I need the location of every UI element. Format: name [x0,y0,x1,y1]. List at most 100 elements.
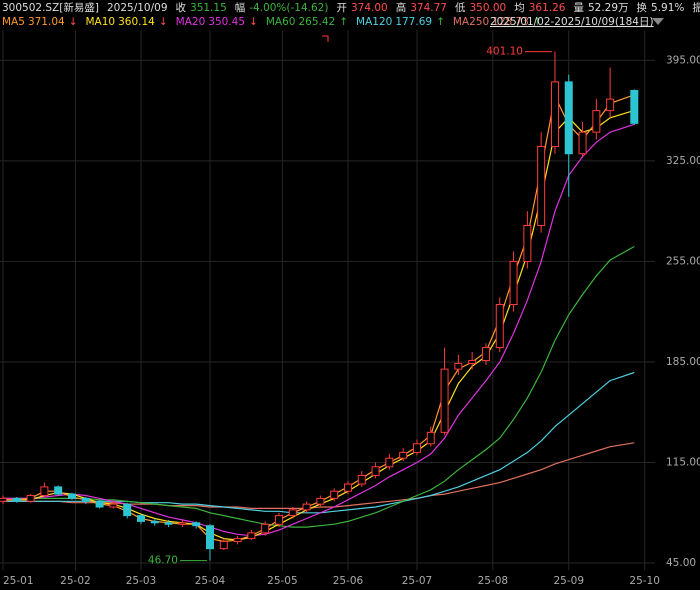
field-label: 量 [573,2,584,14]
candle-body [205,525,214,550]
legend-name: MA60 [266,16,296,28]
legend-value: 360.14 [118,16,155,28]
y-tick-label: 255.00 [666,255,700,267]
field-value: 351.15 [190,2,227,14]
x-tick-label: 25-07 [402,575,433,587]
field-label: 高 [396,1,407,14]
date: 2025/10/09 [107,2,168,14]
candle-body [123,503,132,517]
annotation-label: 401.10 [486,46,523,58]
field-label: 幅 [235,1,246,14]
candle-body [564,81,573,155]
legend-arrow: ↑ [339,16,348,28]
candle-body [247,532,256,540]
candle-body [261,523,270,534]
candle-body [371,466,380,476]
y-tick-label: 45.00 [666,557,696,569]
annotation-label: 46.70 [148,555,178,567]
field-label: 均 [514,2,525,14]
candle-body [578,131,587,155]
candle-body [537,146,546,227]
legend-name: MA20 [176,16,206,28]
legend-value: 265.42 [298,16,335,28]
candle-body [399,451,408,459]
legend-name: MA10 [86,16,116,28]
date-range[interactable]: 2025/01/02-2025/10/09(184日) [490,16,654,28]
legend-name: MA120 [356,16,392,28]
candle-body [219,540,228,550]
y-tick-label: 185.00 [666,356,700,368]
candle-body [630,90,639,124]
y-tick-label: 115.00 [666,456,700,468]
candle-body [316,497,325,505]
field-label: 收 [176,1,187,14]
candle-body [150,520,159,524]
field-label: 开 [336,2,347,14]
field-value: 350.00 [469,2,506,14]
y-tick-label: 325.00 [666,155,700,167]
field-value: 361.26 [529,2,566,14]
ma-line [3,109,635,541]
legend-arrow: ↑ [436,16,445,28]
dropdown-arrow[interactable] [652,18,664,25]
candle-body [95,500,104,508]
candle-body [550,81,559,148]
legend-value: 350.45 [208,16,245,28]
field-label: 低 [455,1,466,14]
x-tick-label: 25-09 [553,575,584,587]
candle-body [67,493,76,499]
range-selector[interactable]: 2025/01/02-2025/10/09(184日) [490,16,664,28]
candle-body [385,457,394,468]
field-value: 5.91% [651,2,684,14]
candle-body [454,362,463,370]
candle-body [468,360,477,364]
ma-legend: MA5 371.04 ↓ MA10 360.14 ↓ MA20 350.45 ↓ MA60 265.… [2,16,542,28]
candle-body [523,225,532,262]
x-tick-label: 25-10 [629,575,660,587]
legend-name: MA5 [2,16,25,28]
candle-body [288,509,297,517]
legend-value: 177.69 [395,16,432,28]
candle-body [109,503,118,508]
x-tick-label: 25-03 [126,575,157,587]
candle-body [412,443,421,453]
legend-arrow: ↓ [249,16,258,28]
candle-body [357,474,366,485]
stock-code: 300502.SZ[新易盛] [2,1,99,14]
field-value: 374.77 [410,2,447,14]
field-label: 换 [637,1,648,14]
candle-body [81,497,90,502]
candle-body [330,490,339,499]
candle-body [178,522,187,525]
candle-body [40,486,49,497]
candle-body [302,503,311,511]
marker [322,35,329,42]
ma-line [3,371,635,514]
legend-arrow: ↓ [69,16,78,28]
candle-body [440,368,449,433]
candle-body [606,98,615,112]
candle-body [12,497,21,502]
header: 300502.SZ[新易盛] 2025/10/09 收 351.15 幅 -4.00%(-… [2,1,700,14]
ma-line [3,442,635,509]
candle-body [274,515,283,525]
field-value: -4.00%(-14.62) [249,2,328,14]
candle-body [481,347,490,362]
candle-body [233,538,242,542]
x-tick-label: 25-08 [478,575,509,587]
candle-body [192,522,201,527]
x-tick-label: 25-06 [333,575,364,587]
candle-body [592,110,601,133]
field-value: 52.29万 [588,2,629,14]
candle-body [343,483,352,492]
legend-arrow: ↑ [533,16,542,28]
field-label: 振 [692,1,700,14]
legend-value: 371.04 [28,16,65,28]
y-tick-label: 395.00 [666,54,700,66]
ma-line [3,123,635,537]
field-value: 374.00 [351,2,388,14]
candle-body [0,497,7,502]
candle-body [509,260,518,306]
